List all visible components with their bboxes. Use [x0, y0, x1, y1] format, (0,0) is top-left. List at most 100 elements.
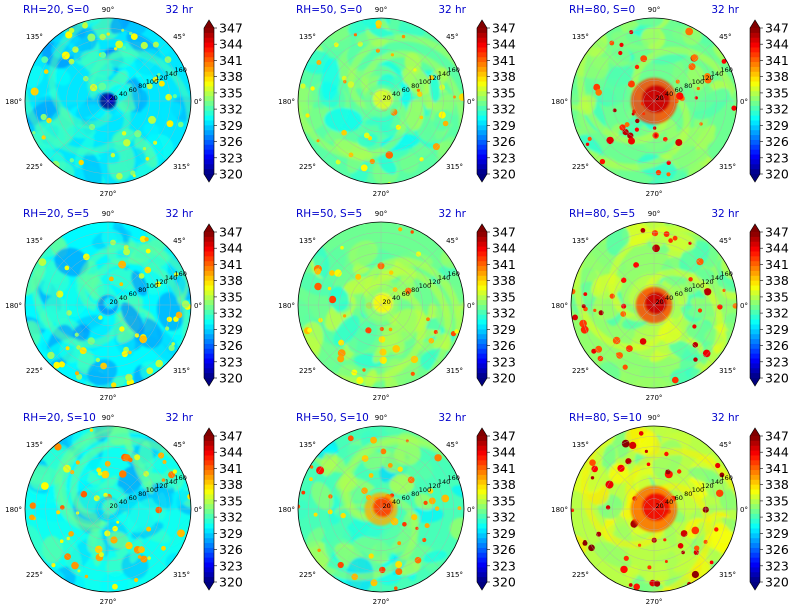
field-patch [131, 76, 143, 113]
angle-tick-label: 180° [278, 506, 295, 514]
colorbar-tick-label: 347 [219, 429, 243, 444]
colorbar-segment [750, 135, 760, 141]
convective-cell [375, 20, 383, 27]
colorbar-tick-label: 326 [492, 338, 516, 353]
convective-cell [703, 288, 712, 296]
convective-cell [719, 472, 725, 478]
radial-tick-label: 60 [402, 290, 410, 298]
colorbar-segment [750, 358, 760, 364]
convective-cell [717, 304, 723, 310]
convective-cell [397, 541, 402, 546]
panel-1: 90°45°0°315°270°225°180°135°20 40 60 80 1001… [5, 4, 243, 198]
colorbar-extend-min [750, 582, 760, 590]
angle-tick-label: 135° [26, 441, 43, 449]
colorbar-segment [750, 523, 760, 529]
convective-cell [46, 117, 52, 124]
angle-tick-label: 225° [572, 163, 589, 171]
angle-tick-label: 180° [278, 302, 295, 310]
convective-cell [172, 94, 177, 99]
colorbar-segment [750, 518, 760, 524]
convective-cell [617, 464, 625, 472]
convective-cell [54, 443, 62, 451]
convective-cell [100, 52, 107, 58]
convective-cell [675, 139, 683, 146]
colorbar-segment [477, 509, 487, 515]
panel-title: RH=50, S=10 [296, 412, 369, 424]
colorbar-tick-label: 347 [765, 21, 789, 36]
colorbar-extend-max [204, 428, 214, 436]
colorbar-tick-label: 344 [219, 241, 243, 256]
colorbar-segment [477, 101, 487, 107]
convective-cell [627, 80, 635, 88]
field-patch [54, 247, 89, 277]
colorbar-segment [477, 339, 487, 345]
colorbar-segment [204, 295, 214, 301]
panel-2: 90°45°0°315°270°225°180°135°20 40 60 80 1001… [278, 4, 516, 198]
colorbar-tick-label: 323 [219, 354, 243, 369]
colorbar-segment [477, 358, 487, 364]
field-patch [357, 132, 378, 148]
convective-cell [647, 565, 652, 570]
field-patch [333, 315, 360, 347]
colorbar-segment [750, 290, 760, 296]
colorbar-segment [477, 246, 487, 252]
radial-tick-label: 140 [438, 478, 450, 486]
convective-cell [655, 169, 662, 176]
panel-title: RH=80, S=10 [569, 412, 642, 424]
colorbar-tick-label: 332 [765, 306, 789, 321]
radial-tick-label: 140 [711, 478, 723, 486]
colorbar-tick-label: 341 [219, 257, 243, 272]
colorbar-segment [204, 348, 214, 355]
radial-tick-label: 20 [109, 298, 117, 306]
colorbar-segment [477, 343, 487, 350]
convective-cell [29, 502, 37, 510]
angle-tick-label: 225° [299, 163, 316, 171]
field-patch [632, 18, 664, 28]
convective-cell [587, 136, 592, 141]
convective-cell [165, 93, 172, 101]
convective-cell [424, 523, 430, 529]
angle-tick-label: 180° [551, 302, 568, 310]
colorbar-segment [204, 547, 214, 554]
chart-element [25, 222, 191, 388]
colorbar-segment [204, 479, 214, 486]
convective-cell [337, 561, 344, 569]
colorbar-segment [750, 348, 760, 355]
convective-cell [593, 83, 601, 91]
angle-tick-label: 90° [375, 414, 387, 422]
colorbar-segment [477, 164, 487, 170]
polar-frame [570, 221, 738, 389]
convective-cell [68, 531, 74, 537]
colorbar-segment [477, 314, 487, 320]
polar-grid [571, 222, 737, 388]
angular-gridline [107, 246, 167, 306]
convective-cell [379, 326, 384, 332]
radial-tick-label: 60 [129, 290, 137, 298]
polar-frame [297, 425, 465, 593]
convective-cell [84, 574, 89, 579]
convective-cell [146, 83, 153, 90]
colorbar-segment [204, 484, 214, 490]
radial-tick-label: 40 [665, 294, 673, 302]
convective-cell [112, 583, 118, 590]
colorbar-tick-label: 335 [765, 85, 789, 100]
field-patch [690, 148, 709, 163]
radial-tick-label: 100 [692, 486, 704, 494]
angle-tick-label: 225° [299, 367, 316, 375]
polar-frame [24, 17, 192, 185]
colorbar-segment [477, 373, 487, 379]
angular-gridline [380, 42, 440, 102]
panel-title: RH=20, S=5 [23, 208, 89, 220]
colorbar-segment [204, 275, 214, 282]
colorbar-segment [750, 232, 760, 238]
angle-tick-label: 225° [572, 571, 589, 579]
convective-cell [65, 31, 73, 39]
convective-cell [407, 476, 415, 484]
radial-tick-label: 20 [382, 298, 390, 306]
colorbar-segment [477, 96, 487, 102]
spiral-band [31, 243, 123, 348]
radial-tick-label: 120 [701, 278, 713, 286]
colorbar-segment [750, 110, 760, 116]
